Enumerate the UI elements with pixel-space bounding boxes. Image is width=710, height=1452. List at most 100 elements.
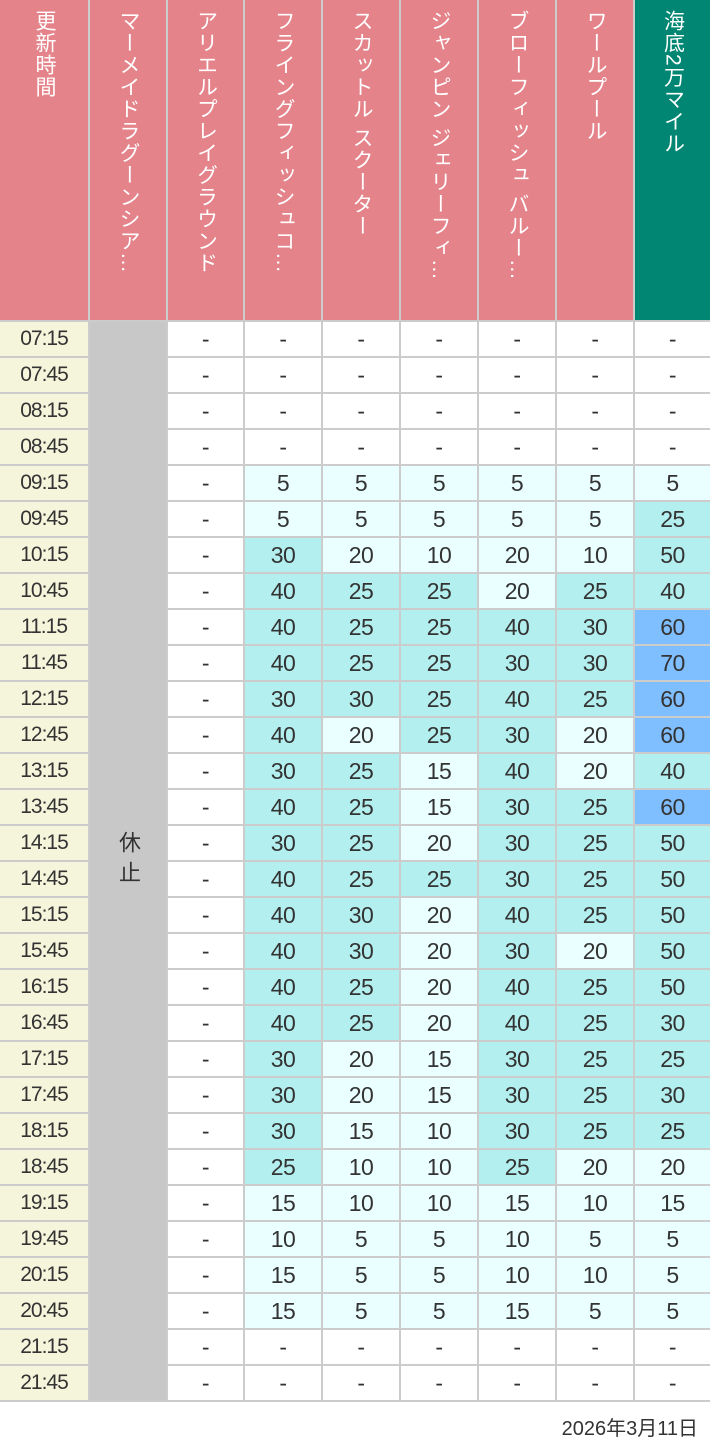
wait-cell-text: 30: [504, 1045, 530, 1072]
wait-cell: -: [245, 430, 321, 464]
wait-cell-text: 20: [504, 577, 530, 604]
wait-cell: 30: [479, 1042, 555, 1076]
wait-cell: 5: [245, 466, 321, 500]
wait-cell: 10: [401, 1150, 477, 1184]
column-header[interactable]: ワールプール: [557, 0, 633, 320]
wait-cell-text: -: [201, 649, 210, 676]
wait-cell-text: -: [591, 433, 599, 460]
wait-cell: 15: [245, 1186, 321, 1220]
wait-cell-text: 30: [504, 1081, 530, 1108]
wait-cell: 30: [245, 754, 321, 788]
wait-cell: -: [168, 934, 243, 968]
time-cell: 15:45: [0, 934, 88, 968]
wait-cell: 10: [557, 1258, 633, 1292]
wait-cell: 15: [479, 1294, 555, 1328]
wait-cell: 50: [635, 898, 710, 932]
time-cell-text: 07:15: [20, 327, 69, 350]
wait-cell-text: 70: [660, 649, 685, 676]
wait-cell: 5: [401, 1222, 477, 1256]
wait-cell-text: 50: [660, 829, 685, 856]
column-header[interactable]: アリエルプレイグラウンド: [168, 0, 243, 320]
wait-cell: 40: [245, 610, 321, 644]
wait-cell-text: -: [591, 1333, 599, 1360]
wait-cell-text: -: [357, 1369, 365, 1396]
wait-cell-text: 5: [432, 1297, 446, 1324]
wait-cell-text: 20: [348, 541, 374, 568]
wait-cell-text: 40: [270, 613, 296, 640]
wait-cell-text: 10: [426, 541, 452, 568]
column-header[interactable]: スカットル スクーター: [323, 0, 399, 320]
time-cell: 13:45: [0, 790, 88, 824]
wait-cell-text: 30: [504, 649, 530, 676]
wait-cell: -: [168, 1258, 243, 1292]
wait-cell: -: [168, 466, 243, 500]
time-cell: 17:15: [0, 1042, 88, 1076]
wait-cell: 30: [479, 1078, 555, 1112]
wait-cell: -: [557, 322, 633, 356]
wait-cell-text: 20: [426, 973, 452, 1000]
wait-cell-text: 10: [426, 1189, 452, 1216]
time-cell-text: 12:15: [20, 687, 69, 710]
wait-cell: 30: [479, 646, 555, 680]
wait-cell: 25: [557, 826, 633, 860]
wait-cell: -: [635, 322, 710, 356]
wait-cell-text: -: [668, 397, 677, 424]
wait-cell: -: [168, 1114, 243, 1148]
wait-cell-text: 5: [588, 1297, 602, 1324]
wait-cell: -: [401, 1330, 477, 1364]
wait-cell: 30: [245, 1114, 321, 1148]
column-header[interactable]: 更新時間: [0, 0, 88, 320]
update-date: 2026年3月11日: [561, 1418, 698, 1440]
time-cell: 17:45: [0, 1078, 88, 1112]
wait-cell-text: 25: [348, 865, 374, 892]
closed-cell: 休止: [90, 322, 166, 1400]
column-header[interactable]: ブローフィッシュ バルー…: [479, 0, 555, 320]
wait-cell: 40: [479, 970, 555, 1004]
wait-cell-text: -: [357, 433, 365, 460]
column-header[interactable]: フライングフィッシュコ…: [245, 0, 321, 320]
wait-cell: -: [245, 394, 321, 428]
wait-cell-text: 20: [582, 757, 608, 784]
wait-cell: 25: [323, 646, 399, 680]
wait-cell: 30: [479, 934, 555, 968]
wait-cell-text: -: [201, 433, 210, 460]
time-cell-text: 13:45: [20, 795, 69, 818]
wait-cell: 60: [635, 682, 710, 716]
wait-cell: -: [479, 322, 555, 356]
wait-cell-text: 40: [270, 649, 296, 676]
wait-cell: 30: [635, 1078, 710, 1112]
wait-cell-text: -: [668, 433, 677, 460]
wait-cell-text: -: [201, 1117, 210, 1144]
column-header[interactable]: 海底2万マイル: [635, 0, 710, 320]
wait-cell-text: 60: [660, 613, 685, 640]
wait-cell: 25: [557, 574, 633, 608]
time-cell-text: 20:15: [20, 1263, 69, 1286]
wait-cell-text: 10: [582, 1261, 608, 1288]
column-header[interactable]: ジャンピン ジェリーフィ…: [401, 0, 477, 320]
wait-cell-text: 5: [354, 1297, 368, 1324]
wait-cell-text: 40: [270, 865, 296, 892]
wait-cell: 30: [323, 682, 399, 716]
wait-cell-text: -: [201, 1189, 210, 1216]
wait-cell: 5: [401, 1294, 477, 1328]
wait-cell-text: 30: [270, 1081, 296, 1108]
wait-cell-text: 40: [270, 901, 296, 928]
column-header[interactable]: マーメイドラグーンシア…: [90, 0, 166, 320]
wait-cell: 30: [479, 718, 555, 752]
time-cell-text: 09:45: [20, 507, 69, 530]
wait-cell-text: 30: [504, 865, 530, 892]
wait-cell-text: -: [668, 361, 677, 388]
wait-cell-text: 50: [660, 937, 685, 964]
wait-cell-text: -: [201, 577, 210, 604]
time-cell: 15:15: [0, 898, 88, 932]
wait-cell: -: [168, 826, 243, 860]
wait-cell-text: 25: [582, 973, 608, 1000]
column-header-label: ブローフィッシュ バルー…: [506, 10, 529, 281]
wait-cell: 25: [557, 1006, 633, 1040]
wait-cell: 20: [401, 934, 477, 968]
wait-cell: -: [401, 358, 477, 392]
time-cell: 12:15: [0, 682, 88, 716]
wait-cell-text: 50: [660, 901, 685, 928]
wait-cell: 25: [557, 1042, 633, 1076]
wait-cell-text: 5: [510, 505, 524, 532]
